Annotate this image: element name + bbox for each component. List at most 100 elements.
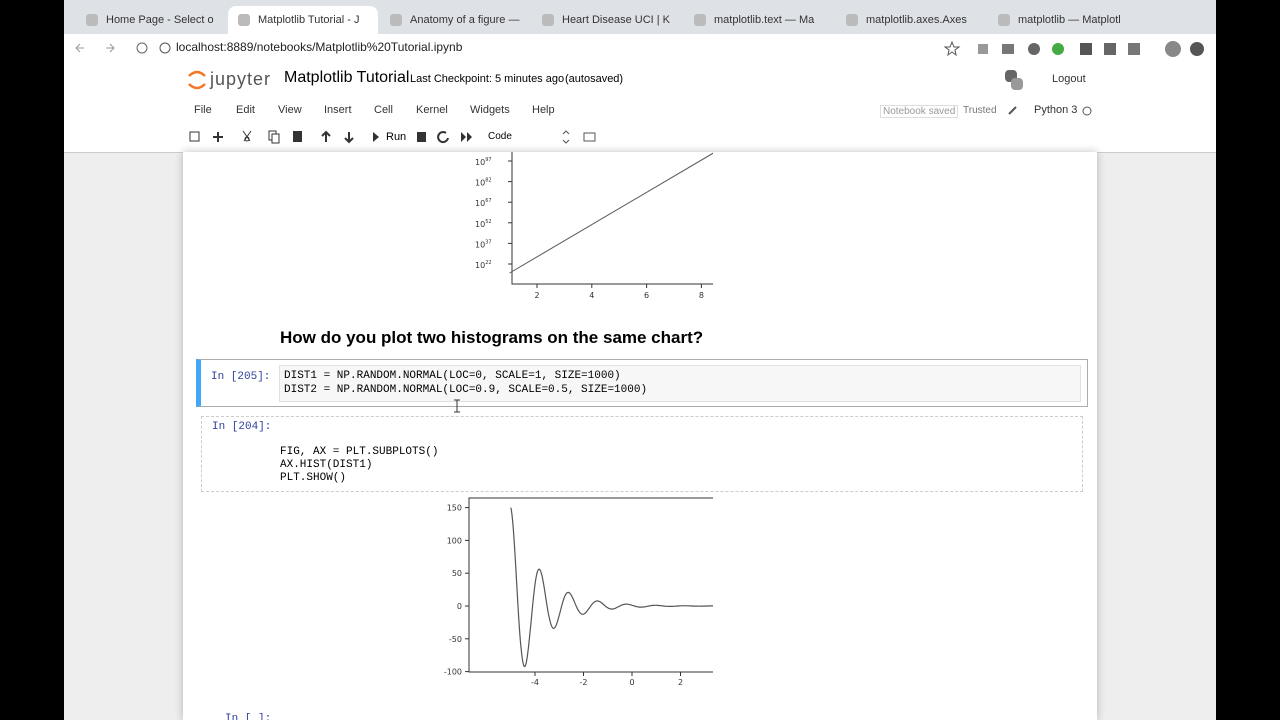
tick-base: 10 bbox=[475, 261, 485, 270]
autosaved: (autosaved) bbox=[565, 73, 624, 85]
jupyter-logo[interactable]: jupyter bbox=[210, 69, 272, 89]
extension-icons[interactable] bbox=[944, 40, 1214, 58]
edit-icon[interactable] bbox=[1007, 104, 1019, 116]
menu-item[interactable]: Cell bbox=[374, 104, 393, 116]
tab-title: Heart Disease UCI | K bbox=[562, 14, 671, 26]
axes-frame bbox=[468, 497, 713, 673]
menu-item[interactable]: Help bbox=[532, 104, 555, 116]
plot-line bbox=[509, 152, 713, 274]
text-cursor bbox=[454, 399, 460, 413]
code-line: FIG, AX = PLT.SUBPLOTS() bbox=[280, 446, 439, 458]
tab-icon bbox=[694, 14, 706, 26]
tick-exponent: 22 bbox=[485, 260, 491, 266]
menu-item[interactable]: Edit bbox=[236, 104, 255, 116]
x-tick-label: -4 bbox=[531, 678, 539, 686]
run-button[interactable]: Run bbox=[386, 131, 407, 143]
tab-bar: Home Page - Select o Matplotlib Tutorial … bbox=[64, 0, 1216, 34]
browser-tab[interactable]: matplotlib.text — Ma bbox=[684, 6, 834, 34]
browser-tab[interactable]: matplotlib — Matplotl bbox=[988, 6, 1138, 34]
y-tick-label: 50 bbox=[452, 569, 462, 578]
cell-prompt: In [ ]: bbox=[225, 713, 272, 720]
toolbar[interactable] bbox=[188, 128, 608, 146]
menu-item[interactable]: Widgets bbox=[470, 104, 510, 116]
tab-icon bbox=[86, 14, 98, 26]
code-line: DIST1 = NP.RANDOM.NORMAL(LOC=0, SCALE=1,… bbox=[284, 370, 621, 382]
x-tick-label: 2 bbox=[534, 291, 539, 300]
tab-icon bbox=[542, 14, 554, 26]
y-tick-label: 1022 bbox=[475, 260, 492, 270]
cell-prompt: In [204]: bbox=[212, 421, 272, 433]
tick-base: 10 bbox=[475, 240, 485, 249]
tick-base: 10 bbox=[475, 199, 485, 208]
code-input[interactable]: DIST1 = NP.RANDOM.NORMAL(LOC=0, SCALE=1,… bbox=[279, 365, 1081, 402]
cell-type-select[interactable]: Code bbox=[488, 131, 512, 142]
kernel-name: Python 3 bbox=[1034, 104, 1078, 116]
x-tick-label: 6 bbox=[644, 291, 649, 300]
code-cell[interactable]: In [204]: FIG, AX = PLT.SUBPLOTS() AX.HI… bbox=[201, 416, 1083, 492]
browser-tab[interactable]: matplotlib.axes.Axes bbox=[836, 6, 986, 34]
url[interactable]: localhost:8889/notebooks/Matplotlib%20Tu… bbox=[176, 40, 463, 54]
menu-item[interactable]: File bbox=[194, 104, 212, 116]
tab-icon bbox=[998, 14, 1010, 26]
y-tick-label: 1052 bbox=[475, 219, 492, 229]
code-line: DIST2 = NP.RANDOM.NORMAL(LOC=0.9, SCALE=… bbox=[284, 384, 648, 396]
tab-title: matplotlib — Matplotl bbox=[1018, 14, 1121, 26]
logout-button[interactable]: Logout bbox=[1052, 73, 1086, 85]
markdown-heading: How do you plot two histograms on the sa… bbox=[280, 328, 704, 347]
cell-prompt: In [205]: bbox=[211, 371, 271, 383]
y-tick-label: 150 bbox=[447, 504, 462, 513]
browser-tab[interactable]: Heart Disease UCI | K bbox=[532, 6, 682, 34]
tab-title: Matplotlib Tutorial - J bbox=[258, 14, 360, 26]
info-icon bbox=[159, 42, 171, 54]
tick-exponent: 82 bbox=[485, 178, 491, 184]
save-status: Notebook saved bbox=[880, 105, 959, 118]
checkpoint: Last Checkpoint: 5 minutes ago bbox=[410, 73, 565, 85]
tick-base: 10 bbox=[475, 220, 485, 229]
tab-title: Home Page - Select o bbox=[106, 14, 214, 26]
tick-exponent: 67 bbox=[485, 198, 491, 204]
y-tick-label: 1037 bbox=[475, 239, 492, 249]
address-bar: localhost:8889/notebooks/Matplotlib%20Tu… bbox=[64, 34, 1216, 63]
menu-item[interactable]: Insert bbox=[324, 104, 352, 116]
x-tick-label: 0 bbox=[629, 678, 634, 686]
tick-base: 10 bbox=[475, 158, 485, 167]
y-tick-label: 0 bbox=[457, 602, 462, 611]
tab-icon bbox=[238, 14, 250, 26]
browser-window: Home Page - Select o Matplotlib Tutorial … bbox=[64, 0, 1216, 720]
menu-item[interactable]: Kernel bbox=[416, 104, 448, 116]
notebook-panel: 109710821067105210371022246810 How do yo… bbox=[183, 152, 1097, 720]
trusted[interactable]: Trusted bbox=[963, 105, 997, 116]
tab-title: Anatomy of a figure — bbox=[410, 14, 520, 26]
browser-tab[interactable]: Home Page - Select o bbox=[76, 6, 226, 34]
browser-tab[interactable]: Matplotlib Tutorial - J bbox=[228, 6, 378, 34]
code-line: AX.HIST(DIST1) bbox=[280, 459, 373, 471]
code-cell-selected[interactable]: In [205]: DIST1 = NP.RANDOM.NORMAL(LOC=0… bbox=[196, 359, 1088, 407]
code-line: PLT.SHOW() bbox=[280, 472, 347, 484]
tab-title: matplotlib.text — Ma bbox=[714, 14, 815, 26]
axes-frame bbox=[511, 152, 713, 285]
tick-exponent: 52 bbox=[485, 219, 491, 225]
jupyter-logo-icon bbox=[188, 70, 206, 90]
y-tick-label: -100 bbox=[444, 668, 462, 677]
tick-base: 10 bbox=[475, 179, 485, 188]
x-tick-label: 4 bbox=[589, 291, 594, 300]
plot-curve bbox=[510, 507, 713, 668]
y-tick-label: 1082 bbox=[475, 178, 492, 188]
output-plot-log: 109710821067105210371022246810 bbox=[475, 152, 713, 300]
x-tick-label: 2 bbox=[678, 678, 683, 686]
browser-tab[interactable]: Anatomy of a figure — bbox=[380, 6, 530, 34]
kernel-indicator bbox=[1082, 106, 1092, 116]
y-tick-label: 1067 bbox=[475, 198, 492, 208]
notebook-title[interactable]: Matplotlib Tutorial bbox=[284, 69, 410, 86]
tick-exponent: 97 bbox=[485, 157, 491, 163]
y-tick-label: 1097 bbox=[475, 157, 492, 167]
notebook-header: jupyter Matplotlib Tutorial Last Checkpo… bbox=[64, 62, 1216, 153]
tab-icon bbox=[390, 14, 402, 26]
x-tick-label: -2 bbox=[580, 678, 588, 686]
nav-buttons[interactable] bbox=[74, 40, 154, 56]
y-tick-label: -50 bbox=[449, 635, 462, 644]
menu-item[interactable]: View bbox=[278, 104, 302, 116]
